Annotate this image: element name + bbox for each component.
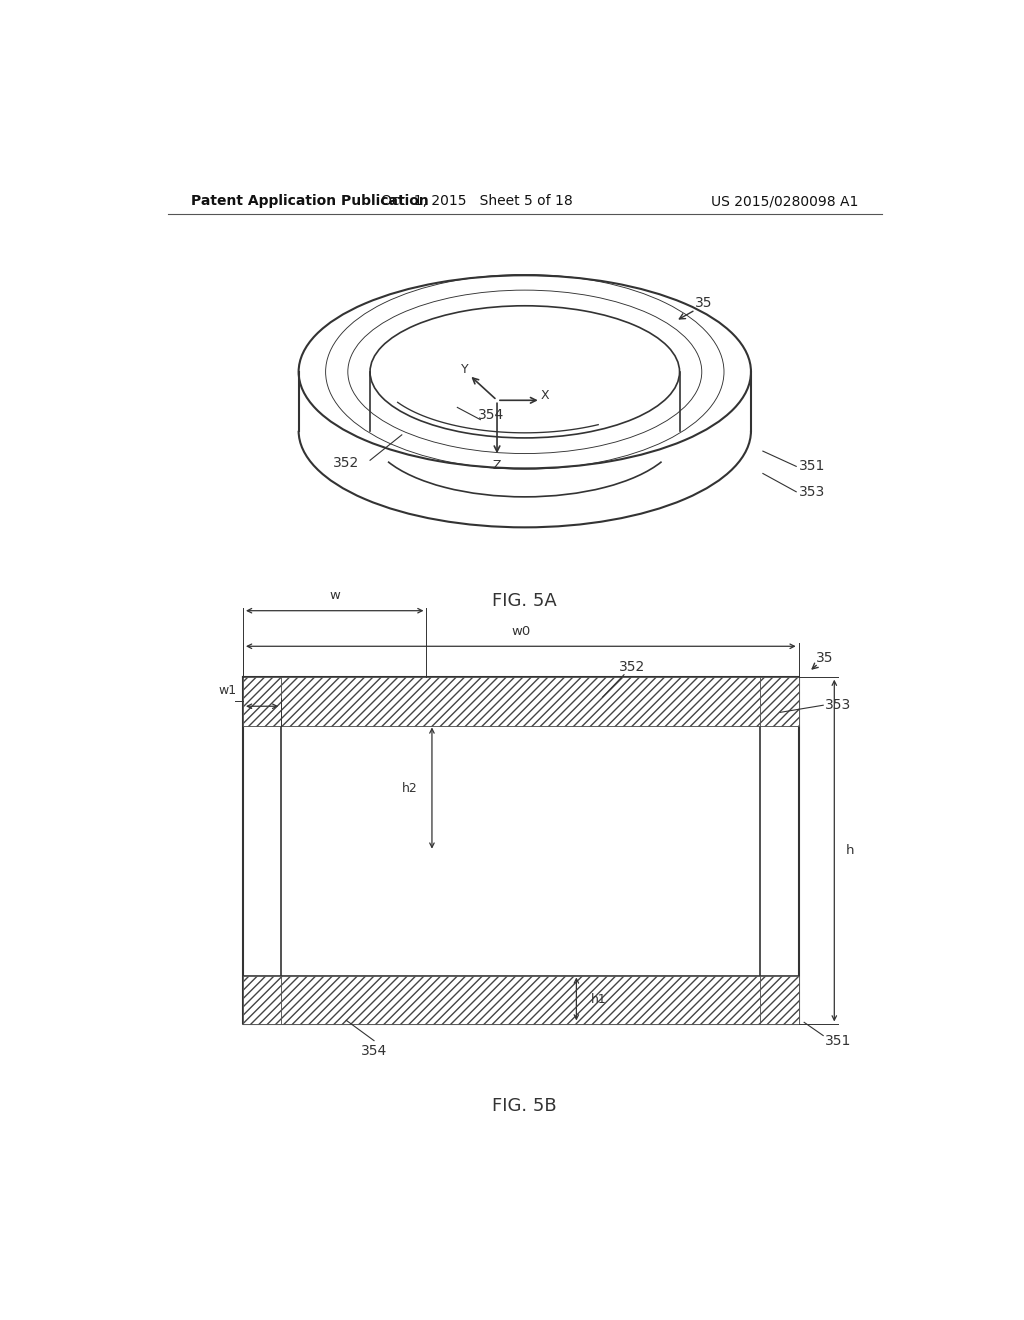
Text: 35: 35 — [694, 296, 712, 310]
Text: 351: 351 — [799, 459, 825, 474]
Bar — [243, 677, 282, 726]
Bar — [761, 975, 799, 1024]
Text: 351: 351 — [824, 1034, 851, 1048]
Text: US 2015/0280098 A1: US 2015/0280098 A1 — [711, 194, 858, 209]
Text: h2: h2 — [401, 781, 418, 795]
Text: 353: 353 — [799, 484, 825, 499]
Bar — [282, 975, 761, 1024]
Text: X: X — [541, 388, 550, 401]
Bar — [282, 677, 761, 726]
Text: 354: 354 — [360, 1044, 387, 1057]
Text: FIG. 5A: FIG. 5A — [493, 591, 557, 610]
Text: h: h — [846, 843, 854, 857]
Text: 352: 352 — [333, 457, 359, 470]
Text: h1: h1 — [591, 994, 606, 1006]
Text: 354: 354 — [478, 408, 505, 421]
Bar — [761, 677, 799, 726]
Text: 352: 352 — [618, 660, 645, 673]
Text: w0: w0 — [511, 624, 530, 638]
Text: Y: Y — [461, 363, 468, 376]
Text: Oct. 1, 2015   Sheet 5 of 18: Oct. 1, 2015 Sheet 5 of 18 — [381, 194, 573, 209]
Text: FIG. 5B: FIG. 5B — [493, 1097, 557, 1114]
Bar — [243, 975, 282, 1024]
Text: Z: Z — [493, 459, 502, 471]
Text: w: w — [330, 589, 340, 602]
Text: w1: w1 — [218, 685, 237, 697]
Text: Patent Application Publication: Patent Application Publication — [191, 194, 429, 209]
Text: 353: 353 — [824, 698, 851, 713]
Text: 35: 35 — [816, 652, 834, 665]
